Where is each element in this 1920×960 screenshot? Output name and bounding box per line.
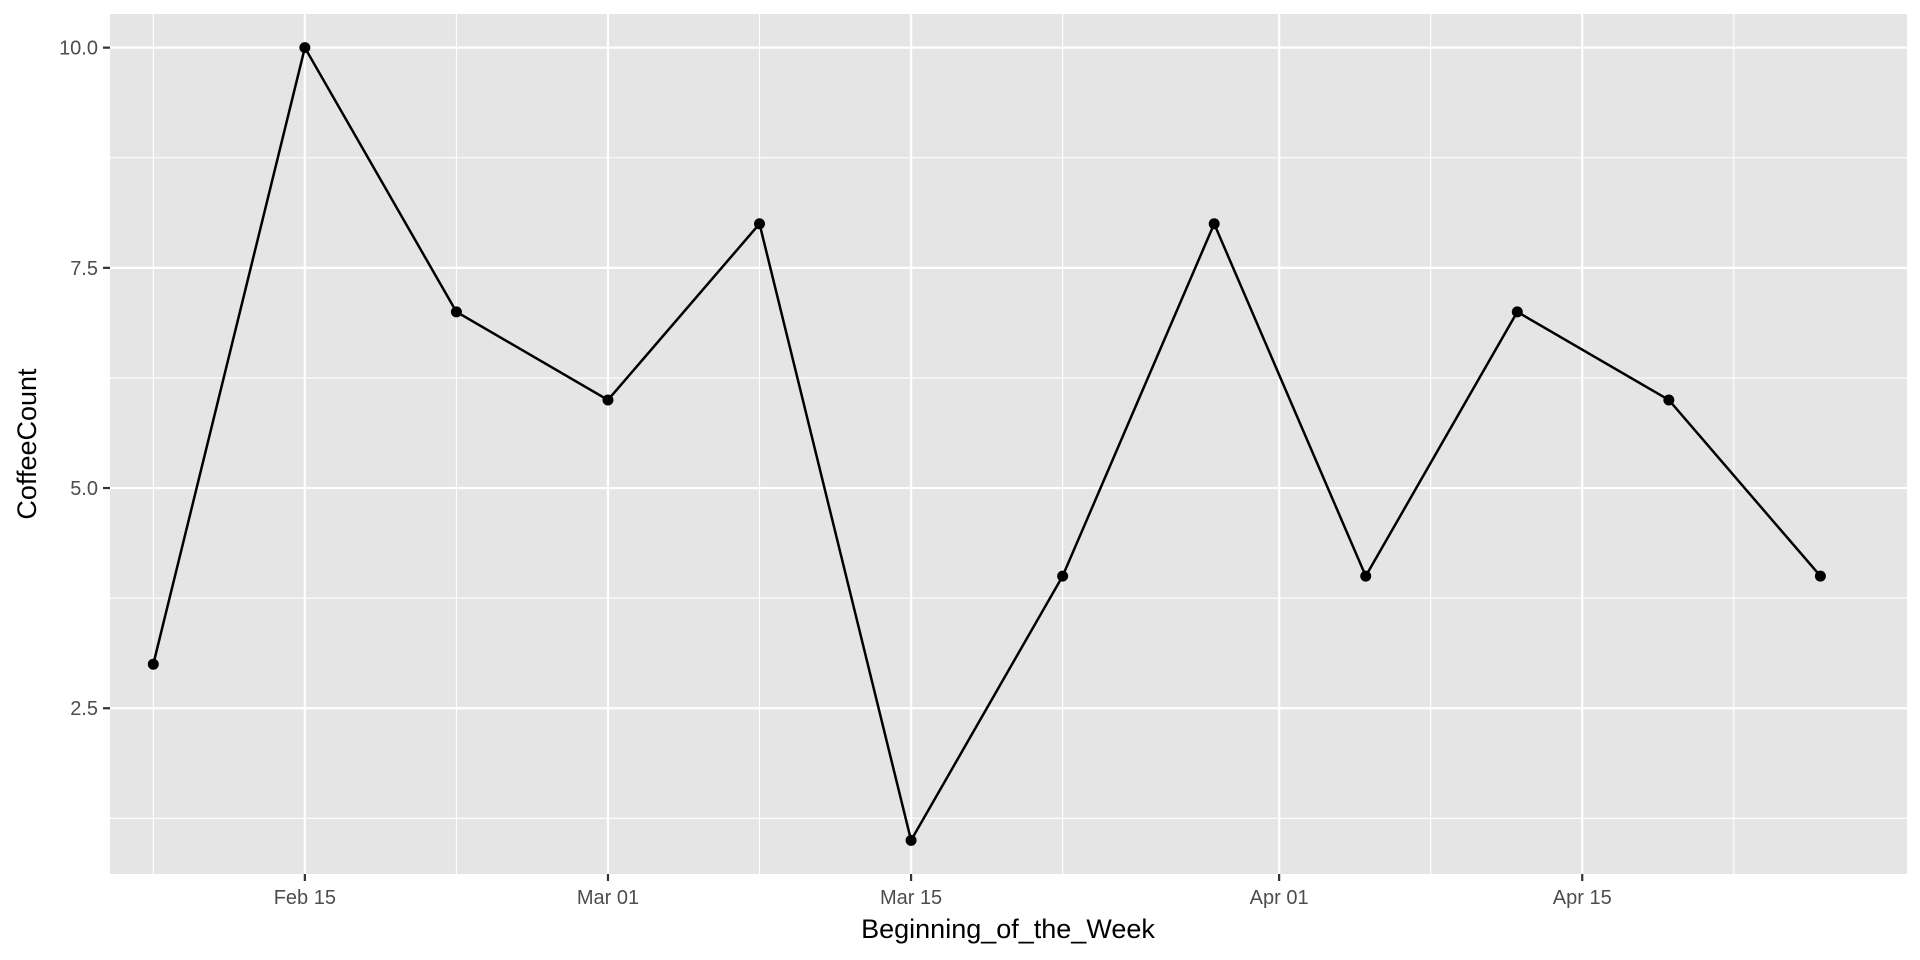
major-gridlines — [110, 14, 1907, 874]
y-tick-label: 7.5 — [70, 258, 98, 280]
data-point — [1208, 218, 1220, 230]
y-tick-label: 2.5 — [70, 698, 98, 720]
x-tick-label: Apr 01 — [1250, 887, 1309, 909]
data-point — [450, 306, 462, 318]
series-layer — [147, 42, 1826, 846]
data-point — [147, 658, 159, 670]
data-point — [754, 218, 766, 230]
series-line — [152, 44, 1822, 844]
x-tick-label: Mar 01 — [577, 887, 639, 909]
data-point — [905, 834, 917, 846]
data-point — [1511, 306, 1523, 318]
plot-panel — [110, 14, 1907, 874]
data-point — [1814, 570, 1826, 582]
y-tick-label: 5.0 — [70, 478, 98, 500]
x-tick-label: Mar 15 — [880, 887, 942, 909]
data-point — [299, 42, 311, 54]
data-point — [1360, 570, 1372, 582]
x-tick-label: Feb 15 — [274, 887, 336, 909]
minor-gridlines — [110, 14, 1907, 874]
data-point — [602, 394, 614, 406]
data-point — [1663, 394, 1675, 406]
x-tick-label: Apr 15 — [1553, 887, 1612, 909]
y-axis-title: CoffeeCount — [12, 368, 42, 520]
x-axis: Feb 15 Mar 01 Mar 15 Apr 01 Apr 15 — [274, 874, 1612, 909]
y-axis: 2.5 5.0 7.5 10.0 — [59, 38, 110, 720]
y-tick-label: 10.0 — [59, 38, 98, 60]
data-point — [1057, 570, 1069, 582]
x-axis-title: Beginning_of_the_Week — [861, 914, 1155, 944]
